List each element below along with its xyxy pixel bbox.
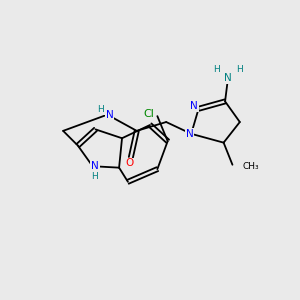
- Text: N: N: [190, 101, 198, 111]
- Text: H: H: [92, 172, 98, 181]
- Text: N: N: [91, 161, 99, 171]
- Text: H: H: [98, 105, 104, 114]
- Text: H: H: [236, 64, 243, 74]
- Text: O: O: [125, 158, 134, 168]
- Text: CH₃: CH₃: [243, 162, 260, 171]
- Text: N: N: [186, 129, 194, 139]
- Text: H: H: [213, 64, 220, 74]
- Text: Cl: Cl: [144, 109, 154, 119]
- Text: N: N: [106, 110, 113, 120]
- Text: N: N: [224, 73, 232, 83]
